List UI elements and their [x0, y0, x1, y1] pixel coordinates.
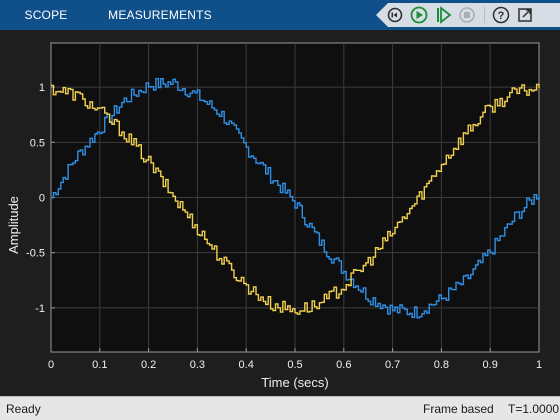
y-tick-label: 0 — [39, 193, 45, 205]
simulation-time: T=1.0000 — [508, 402, 560, 416]
x-tick-label: 0.3 — [190, 359, 205, 371]
x-tick-labels: 0 0.1 0.2 0.3 0.4 0.5 0.6 0.7 0.8 0.9 1 — [48, 359, 542, 371]
scope-plot[interactable]: -1 -0.5 0 0.5 1 0 0.1 0.2 0.3 0.4 0.5 0.6 0.7 0.8 0.9… — [0, 30, 560, 396]
stop-icon[interactable] — [456, 4, 478, 26]
help-icon[interactable]: ? — [490, 4, 512, 26]
signal-line-2 — [51, 83, 540, 315]
toolstrip: SCOPE MEASUREMENTS — [0, 0, 560, 31]
x-tick-label: 0.1 — [92, 359, 107, 371]
y-tick-label: -0.5 — [26, 248, 45, 260]
step-forward-icon[interactable] — [432, 4, 454, 26]
status-bar: Ready Frame based T=1.0000 — [0, 396, 560, 420]
frame-mode-indicator: Frame based — [423, 402, 494, 416]
y-axis-label: Amplitude — [6, 196, 21, 254]
x-tick-label: 1 — [536, 359, 542, 371]
y-tick-label: 1 — [39, 82, 45, 94]
x-tick-label: 0.6 — [336, 359, 351, 371]
y-tick-labels: -1 -0.5 0 0.5 1 — [26, 82, 45, 315]
scope-figure: -1 -0.5 0 0.5 1 0 0.1 0.2 0.3 0.4 0.5 0.6 0.7 0.8 0.9… — [0, 30, 560, 396]
quick-access-toolbar: ? — [376, 3, 560, 27]
x-tick-label: 0.2 — [141, 359, 156, 371]
x-tick-label: 0.8 — [434, 359, 449, 371]
x-tick-label: 0 — [48, 359, 54, 371]
run-icon[interactable] — [408, 4, 430, 26]
signal-lines — [51, 77, 540, 319]
tab-scope[interactable]: SCOPE — [24, 8, 68, 22]
x-tick-label: 0.7 — [385, 359, 400, 371]
y-tick-label: -1 — [35, 303, 45, 315]
x-tick-label: 0.9 — [483, 359, 498, 371]
undock-icon[interactable] — [514, 4, 536, 26]
step-back-icon[interactable] — [384, 4, 406, 26]
status-text: Ready — [6, 402, 41, 416]
y-tick-label: 0.5 — [30, 137, 45, 149]
x-axis-label: Time (secs) — [261, 375, 328, 390]
x-tick-label: 0.5 — [287, 359, 302, 371]
tab-measurements[interactable]: MEASUREMENTS — [108, 8, 212, 22]
x-tick-label: 0.4 — [239, 359, 254, 371]
svg-text:?: ? — [498, 10, 505, 22]
grid-lines — [50, 43, 540, 352]
signal-line-1 — [51, 77, 540, 319]
